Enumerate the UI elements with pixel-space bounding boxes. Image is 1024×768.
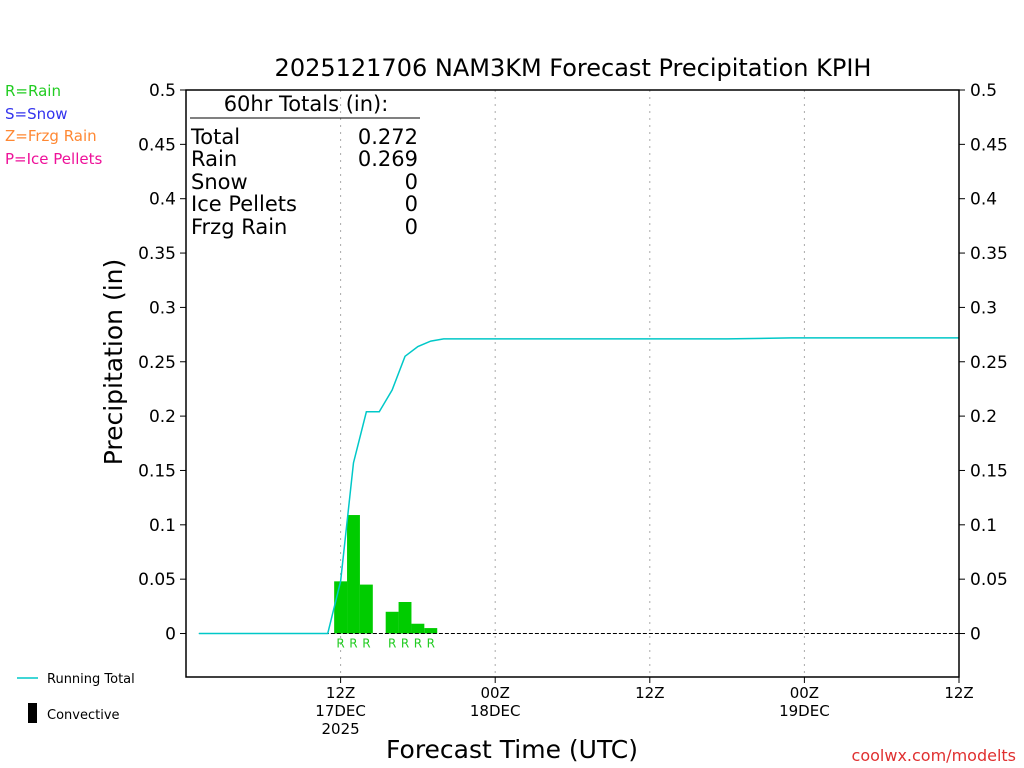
running-total-legend-label: Running Total bbox=[47, 672, 135, 687]
y-tick-label-right: 0.35 bbox=[970, 244, 1008, 264]
legend-frzg-rain: Z=Frzg Rain bbox=[5, 127, 97, 145]
totals-label-rain: Rain bbox=[191, 147, 237, 171]
y-tick-label-right: 0.4 bbox=[970, 190, 997, 210]
x-tick-label: 12Z bbox=[635, 684, 664, 702]
y-tick-label-left: 0.45 bbox=[138, 135, 176, 155]
precip-bar bbox=[398, 601, 412, 634]
totals-label-total: Total bbox=[190, 125, 240, 149]
precip-bar bbox=[424, 628, 438, 634]
x-tick-label: 00Z bbox=[790, 684, 819, 702]
bottom-legend: Running Total Convective bbox=[17, 672, 135, 723]
y-tick-label-left: 0.5 bbox=[149, 81, 176, 101]
precip-bar bbox=[385, 611, 399, 634]
x-tick-label: 00Z bbox=[481, 684, 510, 702]
y-tick-label-right: 0 bbox=[970, 625, 981, 645]
precip-type-label: R bbox=[362, 637, 370, 651]
y-tick-label-right: 0.05 bbox=[970, 570, 1008, 590]
y-tick-label-left: 0.2 bbox=[149, 407, 176, 427]
plot-frame bbox=[185, 89, 960, 678]
x-tick-label: 2025 bbox=[322, 720, 360, 738]
running-total-line bbox=[198, 337, 959, 635]
x-tick-label: 12Z bbox=[326, 684, 355, 702]
totals-value-frzg-rain: 0 bbox=[405, 215, 418, 239]
x-tick-label: 19DEC bbox=[779, 702, 830, 720]
y-tick-label-left: 0 bbox=[165, 625, 176, 645]
y-tick-label-left: 0.4 bbox=[149, 190, 176, 210]
totals-value-ice-pellets: 0 bbox=[405, 192, 418, 216]
totals-label-snow: Snow bbox=[191, 170, 248, 194]
legend-snow: S=Snow bbox=[5, 105, 68, 123]
precip-bars bbox=[334, 515, 438, 634]
y-tick-label-right: 0.3 bbox=[970, 298, 997, 318]
x-tick-label: 18DEC bbox=[470, 702, 521, 720]
x-axis-label: Forecast Time (UTC) bbox=[386, 735, 638, 764]
y-tick-label-right: 0.15 bbox=[970, 461, 1008, 481]
y-tick-label-right: 0.5 bbox=[970, 81, 997, 101]
convective-swatch bbox=[28, 703, 37, 723]
y-tick-label-left: 0.15 bbox=[138, 461, 176, 481]
y-tick-label-left: 0.35 bbox=[138, 244, 176, 264]
y-tick-label-left: 0.1 bbox=[149, 516, 176, 536]
x-tick-label: 17DEC bbox=[315, 702, 366, 720]
type-legend: R=Rain S=Snow Z=Frzg Rain P=Ice Pellets bbox=[5, 82, 102, 168]
y-tick-label-right: 0.2 bbox=[970, 407, 997, 427]
precip-type-label: R bbox=[349, 637, 357, 651]
totals-value-rain: 0.269 bbox=[358, 147, 418, 171]
precip-type-label: R bbox=[388, 637, 396, 651]
totals-label-frzg-rain: Frzg Rain bbox=[191, 215, 287, 239]
precip-type-label: R bbox=[401, 637, 409, 651]
totals-value-snow: 0 bbox=[405, 170, 418, 194]
credit-text: coolwx.com/modelts bbox=[852, 746, 1016, 765]
totals-value-total: 0.272 bbox=[358, 125, 418, 149]
y-tick-label-right: 0.45 bbox=[970, 135, 1008, 155]
legend-ice-pellets: P=Ice Pellets bbox=[5, 150, 102, 168]
precip-bar bbox=[347, 515, 360, 634]
totals-header: 60hr Totals (in): bbox=[224, 92, 389, 116]
precip-bar bbox=[359, 584, 373, 634]
precip-type-label: R bbox=[427, 637, 435, 651]
y-tick-label-left: 0.3 bbox=[149, 298, 176, 318]
precip-type-label: R bbox=[414, 637, 422, 651]
precip-bar bbox=[411, 623, 425, 634]
legend-rain: R=Rain bbox=[5, 82, 61, 100]
convective-legend-label: Convective bbox=[47, 708, 120, 723]
y-axis-right: 0 0.05 0.1 0.15 0.2 0.25 0.3 0.35 0.4 0.45 0.5 bbox=[959, 81, 1008, 645]
precip-type-label: R bbox=[336, 637, 344, 651]
y-axis-left: 0 0.05 0.1 0.15 0.2 0.25 0.3 0.35 0.4 0.45 0.5 bbox=[138, 81, 186, 645]
y-axis-label: Precipitation (in) bbox=[99, 259, 128, 466]
totals-label-ice-pellets: Ice Pellets bbox=[191, 192, 297, 216]
precip-bar bbox=[334, 581, 348, 634]
y-tick-label-left: 0.25 bbox=[138, 353, 176, 373]
y-tick-label-right: 0.1 bbox=[970, 516, 997, 536]
x-tick-label: 12Z bbox=[944, 684, 973, 702]
y-tick-label-left: 0.05 bbox=[138, 570, 176, 590]
y-tick-label-right: 0.25 bbox=[970, 353, 1008, 373]
chart-title: 2025121706 NAM3KM Forecast Precipitation… bbox=[275, 54, 872, 82]
totals-box: 60hr Totals (in): Total 0.272 Rain 0.269… bbox=[190, 92, 420, 239]
